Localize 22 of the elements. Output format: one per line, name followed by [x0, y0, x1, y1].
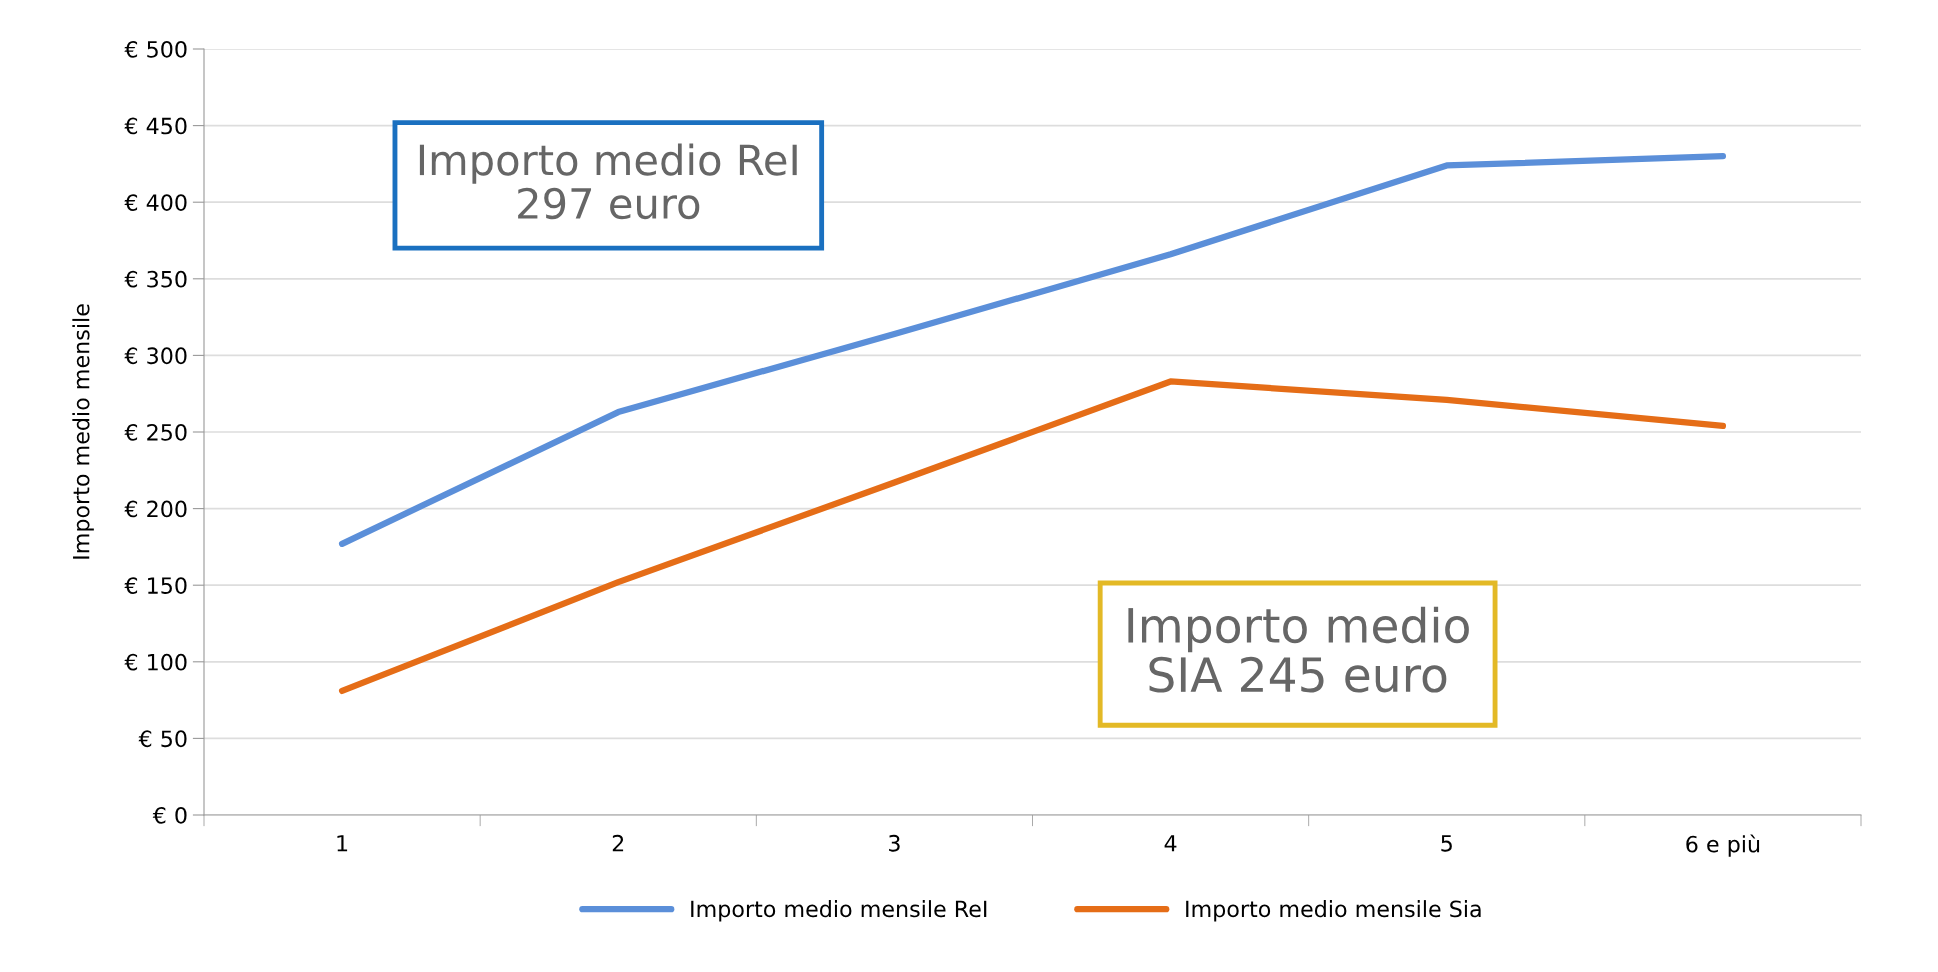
- legend-label: Importo medio mensile Sia: [1186, 900, 1481, 922]
- y-tick-label: € 300: [124, 347, 187, 365]
- x-tick-label: 5: [1441, 835, 1452, 852]
- y-tick-label: € 50: [138, 730, 187, 748]
- annotation: Importo medio SIA 245 euro: [1128, 606, 1469, 693]
- y-tick-label: € 350: [124, 270, 187, 288]
- y-tick-label: € 400: [124, 194, 187, 211]
- y-tick-label: € 100: [124, 653, 187, 671]
- legend-label: Importo medio mensile ReI: [691, 900, 987, 922]
- x-tick-label: 3: [889, 834, 900, 852]
- x-tick-label: 2: [612, 834, 624, 852]
- y-axis-title: Importo medio mensile: [72, 304, 94, 559]
- y-tick-label: € 200: [124, 500, 187, 518]
- y-tick-label: € 250: [124, 423, 187, 441]
- y-tick-label: € 450: [124, 117, 187, 135]
- y-tick-label: € 500: [124, 40, 187, 58]
- y-tick-label: € 150: [124, 577, 187, 594]
- x-tick-label: 1: [337, 835, 348, 852]
- x-tick-label: 6 e più: [1686, 834, 1760, 857]
- x-tick-label: 4: [1164, 835, 1177, 852]
- y-tick-label: € 0: [152, 806, 187, 824]
- annotation: Importo medio ReI 297 euro: [419, 143, 797, 220]
